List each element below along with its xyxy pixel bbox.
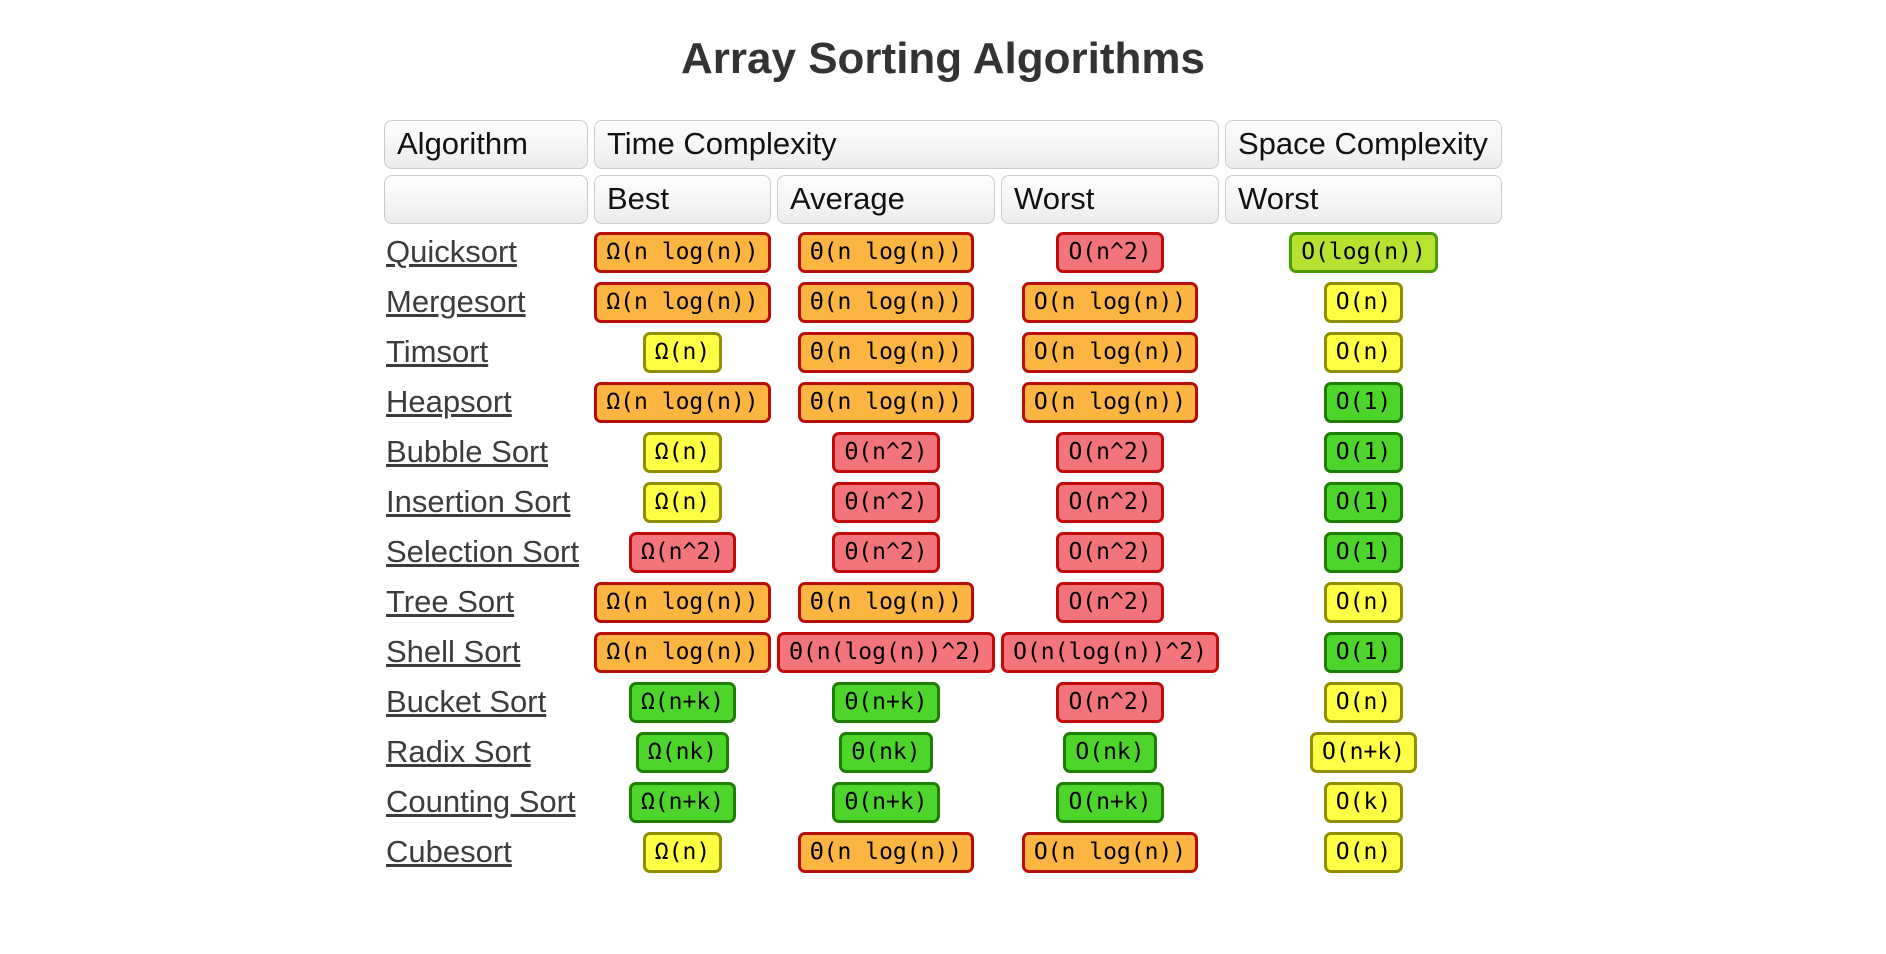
table-row: Counting Sort Ω(n+k) Θ(n+k) O(n+k) O(k) (384, 780, 1502, 824)
space-badge: O(1) (1323, 631, 1404, 673)
table-body: Quicksort Ω(n log(n)) Θ(n log(n)) O(n^2)… (384, 230, 1502, 874)
worst-badge: O(n^2) (1056, 531, 1164, 573)
best-badge: Ω(n log(n)) (594, 581, 771, 623)
column-header-worst: Worst (1001, 175, 1219, 224)
space-badge: O(n) (1323, 831, 1404, 873)
algorithm-link[interactable]: Cubesort (386, 834, 512, 869)
algorithm-link[interactable]: Shell Sort (386, 634, 521, 669)
average-badge: Θ(n log(n)) (797, 281, 975, 323)
average-badge: Θ(n log(n)) (797, 231, 975, 273)
algorithm-link[interactable]: Bubble Sort (386, 434, 548, 469)
average-badge: Θ(n+k) (832, 781, 940, 823)
algorithm-link[interactable]: Quicksort (386, 234, 517, 269)
algorithm-link[interactable]: Heapsort (386, 384, 512, 419)
best-badge: Ω(n^2) (628, 531, 737, 573)
table-row: Timsort Ω(n) Θ(n log(n)) O(n log(n)) O(n… (384, 330, 1502, 374)
average-badge: Θ(n+k) (832, 681, 940, 723)
space-badge: O(1) (1323, 531, 1404, 573)
algorithm-link[interactable]: Insertion Sort (386, 484, 571, 519)
space-badge: O(n) (1323, 681, 1404, 723)
worst-badge: O(nk) (1063, 731, 1157, 773)
algorithm-link[interactable]: Selection Sort (386, 534, 579, 569)
algorithm-link[interactable]: Bucket Sort (386, 684, 547, 719)
best-badge: Ω(n+k) (628, 781, 737, 823)
table-row: Cubesort Ω(n) Θ(n log(n)) O(n log(n)) O(… (384, 830, 1502, 874)
best-badge: Ω(n) (642, 481, 723, 523)
best-badge: Ω(n log(n)) (594, 281, 771, 323)
algorithm-link[interactable]: Radix Sort (386, 734, 531, 769)
average-badge: Θ(n log(n)) (797, 831, 975, 873)
worst-badge: O(n^2) (1056, 481, 1164, 523)
average-badge: Θ(n^2) (832, 431, 940, 473)
best-badge: Ω(n) (642, 331, 723, 373)
worst-badge: O(n^2) (1056, 581, 1164, 623)
column-header-algorithm: Algorithm (384, 120, 588, 169)
space-badge: O(n) (1323, 331, 1404, 373)
space-badge: O(k) (1323, 781, 1404, 823)
space-badge: O(n) (1323, 581, 1404, 623)
best-badge: Ω(n log(n)) (594, 631, 771, 673)
average-badge: Θ(n log(n)) (797, 331, 975, 373)
table-row: Shell Sort Ω(n log(n)) Θ(n(log(n))^2) O(… (384, 630, 1502, 674)
column-header-empty (384, 175, 588, 224)
column-header-space-complexity: Space Complexity (1225, 120, 1502, 169)
best-badge: Ω(n log(n)) (594, 231, 771, 273)
worst-badge: O(n^2) (1056, 431, 1164, 473)
space-badge: O(n+k) (1309, 731, 1418, 773)
space-badge: O(1) (1323, 381, 1404, 423)
best-badge: Ω(n) (642, 431, 723, 473)
best-badge: Ω(n+k) (628, 681, 737, 723)
worst-badge: O(n^2) (1056, 681, 1164, 723)
table-row: Bubble Sort Ω(n) Θ(n^2) O(n^2) O(1) (384, 430, 1502, 474)
column-header-average: Average (777, 175, 995, 224)
average-badge: Θ(n log(n)) (797, 581, 975, 623)
algorithm-link[interactable]: Tree Sort (386, 584, 515, 619)
table-row: Mergesort Ω(n log(n)) Θ(n log(n)) O(n lo… (384, 280, 1502, 324)
worst-badge: O(n+k) (1056, 781, 1164, 823)
space-badge: O(n) (1323, 281, 1404, 323)
table-row: Insertion Sort Ω(n) Θ(n^2) O(n^2) O(1) (384, 480, 1502, 524)
average-badge: Θ(n log(n)) (797, 381, 975, 423)
worst-badge: O(n log(n)) (1021, 331, 1199, 373)
column-header-space-worst: Worst (1225, 175, 1502, 224)
table-row: Heapsort Ω(n log(n)) Θ(n log(n)) O(n log… (384, 380, 1502, 424)
algorithm-link[interactable]: Counting Sort (386, 784, 576, 819)
table-row: Bucket Sort Ω(n+k) Θ(n+k) O(n^2) O(n) (384, 680, 1502, 724)
table-row: Tree Sort Ω(n log(n)) Θ(n log(n)) O(n^2)… (384, 580, 1502, 624)
table-header-row-groups: Algorithm Time Complexity Space Complexi… (384, 120, 1502, 169)
worst-badge: O(n^2) (1056, 231, 1164, 273)
table-row: Quicksort Ω(n log(n)) Θ(n log(n)) O(n^2)… (384, 230, 1502, 274)
average-badge: Θ(nk) (839, 731, 933, 773)
worst-badge: O(n log(n)) (1021, 281, 1199, 323)
worst-badge: O(n log(n)) (1021, 381, 1199, 423)
sorting-algorithms-table: Algorithm Time Complexity Space Complexi… (378, 114, 1508, 880)
average-badge: Θ(n^2) (832, 481, 940, 523)
algorithm-link[interactable]: Timsort (386, 334, 489, 369)
best-badge: Ω(nk) (635, 731, 730, 773)
worst-badge: O(n(log(n))^2) (1001, 631, 1219, 673)
space-badge: O(1) (1323, 481, 1404, 523)
best-badge: Ω(n log(n)) (594, 381, 771, 423)
space-badge: O(log(n)) (1289, 231, 1438, 273)
column-header-best: Best (594, 175, 771, 224)
page-title: Array Sorting Algorithms (681, 34, 1205, 83)
algorithm-link[interactable]: Mergesort (386, 284, 526, 319)
average-badge: Θ(n(log(n))^2) (777, 631, 995, 673)
table-row: Radix Sort Ω(nk) Θ(nk) O(nk) O(n+k) (384, 730, 1502, 774)
table-row: Selection Sort Ω(n^2) Θ(n^2) O(n^2) O(1) (384, 530, 1502, 574)
space-badge: O(1) (1323, 431, 1404, 473)
average-badge: Θ(n^2) (832, 531, 940, 573)
table-header-row-sub: Best Average Worst Worst (384, 175, 1502, 224)
worst-badge: O(n log(n)) (1021, 831, 1199, 873)
column-header-time-complexity: Time Complexity (594, 120, 1219, 169)
best-badge: Ω(n) (642, 831, 723, 873)
